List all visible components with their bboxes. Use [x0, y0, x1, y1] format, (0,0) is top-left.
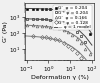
- X-axis label: Deformation γ (%): Deformation γ (%): [30, 75, 88, 80]
- Y-axis label: G’ (Pa): G’ (Pa): [3, 21, 8, 42]
- Legend: G’  φ = 0.204, G’* φ = 0.204, G’  φ = 0.166, G’* φ = 0.128, — φ = 1 model: G’ φ = 0.204, G’* φ = 0.204, G’ φ = 0.16…: [53, 5, 92, 30]
